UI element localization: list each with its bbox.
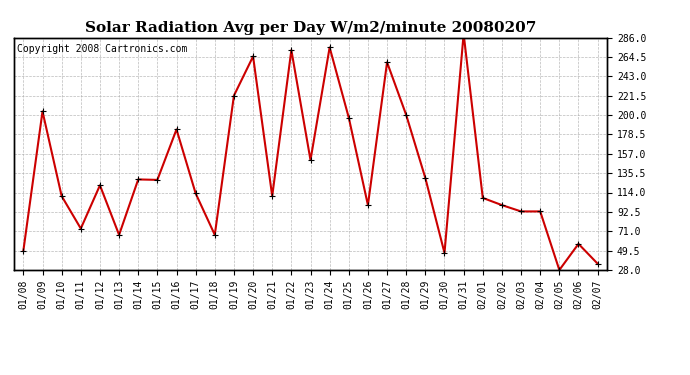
Text: Copyright 2008 Cartronics.com: Copyright 2008 Cartronics.com — [17, 45, 187, 54]
Title: Solar Radiation Avg per Day W/m2/minute 20080207: Solar Radiation Avg per Day W/m2/minute … — [85, 21, 536, 35]
